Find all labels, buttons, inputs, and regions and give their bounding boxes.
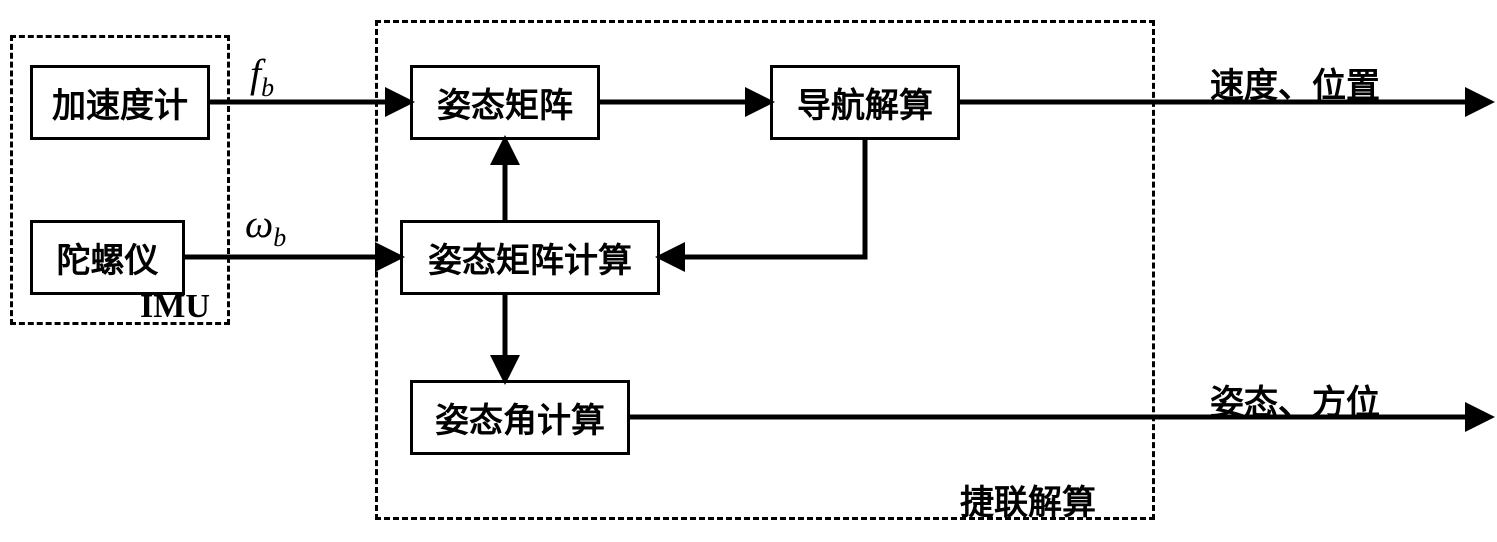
node-gyroscope: 陀螺仪 — [30, 220, 185, 295]
output-velocity-position: 速度、位置 — [1210, 58, 1380, 107]
node-attitude-angle-calc: 姿态角计算 — [410, 380, 630, 455]
diagram-root: IMU 捷联解算 加速度计 陀螺仪 姿态矩阵 导航解算 姿态矩阵计算 姿态角计算… — [0, 0, 1497, 542]
node-gyroscope-label: 陀螺仪 — [57, 233, 159, 282]
node-navigation-solver-label: 导航解算 — [797, 78, 933, 127]
edge-label-wb: ωb — [245, 200, 286, 253]
node-accelerometer: 加速度计 — [30, 65, 210, 140]
edge-label-wb-base: ω — [245, 201, 273, 246]
node-attitude-matrix-calc-label: 姿态矩阵计算 — [428, 233, 632, 282]
edge-label-fb-base: f — [250, 51, 261, 96]
edge-label-fb: fb — [250, 50, 274, 103]
node-accelerometer-label: 加速度计 — [52, 78, 188, 127]
output-attitude-heading: 姿态、方位 — [1210, 375, 1380, 424]
solver-group-label: 捷联解算 — [960, 475, 1096, 524]
node-navigation-solver: 导航解算 — [770, 65, 960, 140]
node-attitude-matrix-calc: 姿态矩阵计算 — [400, 220, 660, 295]
node-attitude-angle-calc-label: 姿态角计算 — [435, 393, 605, 442]
edge-label-wb-sub: b — [273, 223, 286, 252]
edge-label-fb-sub: b — [261, 73, 274, 102]
node-attitude-matrix: 姿态矩阵 — [410, 65, 600, 140]
node-attitude-matrix-label: 姿态矩阵 — [437, 78, 573, 127]
